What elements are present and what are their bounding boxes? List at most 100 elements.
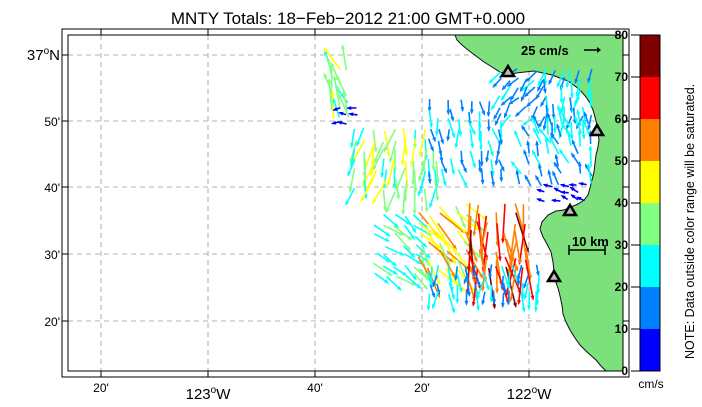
current-vector [427, 171, 432, 185]
colorbar-segment [640, 287, 660, 330]
current-vector [372, 129, 378, 153]
current-vector [548, 69, 557, 86]
current-vector [429, 128, 436, 143]
current-vector [446, 129, 451, 142]
current-vector [487, 140, 494, 157]
current-vector [545, 116, 550, 135]
current-vector [394, 232, 412, 251]
colorbar-segment [640, 203, 660, 246]
map-axes: 25 cm/s 10 km [61, 28, 630, 378]
current-vector [403, 224, 416, 241]
current-vector [521, 125, 530, 137]
current-vector [479, 150, 484, 167]
current-vector [569, 79, 574, 99]
current-vector [523, 282, 530, 301]
current-vector [457, 118, 463, 137]
current-vector [331, 90, 335, 120]
colorbar-segment [640, 329, 660, 372]
current-vector [559, 183, 570, 188]
current-vector [527, 291, 531, 311]
current-vector [552, 115, 557, 134]
current-vector [524, 174, 532, 187]
current-vector [479, 130, 483, 151]
station-1 [499, 63, 517, 78]
current-vector [437, 232, 458, 253]
current-vector [427, 99, 432, 113]
colorbar-segment [640, 119, 660, 162]
lon-label: 122oW [507, 385, 553, 403]
current-vector [556, 104, 563, 125]
current-vector [523, 86, 536, 98]
current-vector [521, 79, 535, 92]
current-vector [494, 151, 500, 166]
current-vector [341, 44, 348, 71]
lat-label: 40' [44, 181, 60, 195]
current-vector [549, 135, 560, 155]
current-vector [435, 160, 440, 184]
current-vector [581, 123, 586, 140]
current-vector [329, 66, 334, 88]
current-vector [489, 284, 494, 303]
current-vector [389, 140, 397, 164]
current-vector [501, 203, 506, 244]
current-vector [346, 106, 357, 110]
colorbar-segment [640, 77, 660, 120]
current-vector [588, 145, 593, 167]
current-vector [432, 291, 439, 310]
current-vector [515, 169, 521, 185]
colorbar-segment [640, 161, 660, 204]
current-vector [535, 174, 543, 187]
current-vector [330, 120, 339, 125]
current-vector [456, 273, 463, 293]
colorbar-segment [640, 245, 660, 288]
current-vectors [323, 44, 593, 314]
current-vector [448, 281, 455, 301]
current-vector [544, 136, 550, 155]
current-vector [467, 119, 476, 136]
colorbar-tick-label: 10 [615, 322, 629, 336]
current-vector [385, 245, 405, 256]
current-vector [342, 89, 348, 112]
scale-vector-label: 25 cm/s [521, 43, 569, 58]
current-vector [537, 79, 544, 92]
current-vector [469, 129, 475, 149]
current-vector [523, 149, 530, 165]
current-vector [492, 290, 496, 305]
current-vector [488, 264, 493, 280]
current-vector [525, 70, 538, 83]
colorbar-segment [640, 35, 660, 78]
current-vector [382, 213, 400, 229]
current-vector [542, 115, 548, 131]
current-vector [478, 101, 486, 116]
current-vector [490, 170, 495, 188]
current-vector [426, 293, 431, 311]
current-vector [500, 275, 505, 291]
station-2 [588, 122, 606, 137]
current-vector [500, 85, 511, 102]
current-vector [429, 188, 437, 209]
current-vector [427, 138, 434, 152]
current-vector [385, 191, 396, 214]
current-vector [507, 97, 520, 105]
current-vector [536, 198, 545, 203]
current-vector [348, 168, 356, 193]
current-vector [447, 293, 456, 314]
current-vector [447, 117, 456, 139]
current-vector [417, 178, 425, 197]
current-vector [475, 290, 480, 312]
current-vector [501, 292, 505, 309]
current-vector [506, 290, 511, 306]
current-vector [519, 78, 528, 93]
lon-label: 20' [93, 381, 109, 395]
current-vector [538, 163, 543, 177]
longitude-labels: 20' 123oW 40' 20' 122oW [93, 381, 552, 403]
current-vector [429, 284, 436, 299]
current-vector [496, 223, 502, 262]
current-vector [493, 107, 501, 121]
current-vector [336, 120, 347, 125]
frame-ticks [62, 29, 629, 377]
current-vector [514, 129, 522, 147]
current-vector [463, 273, 469, 285]
current-vector [323, 47, 341, 71]
